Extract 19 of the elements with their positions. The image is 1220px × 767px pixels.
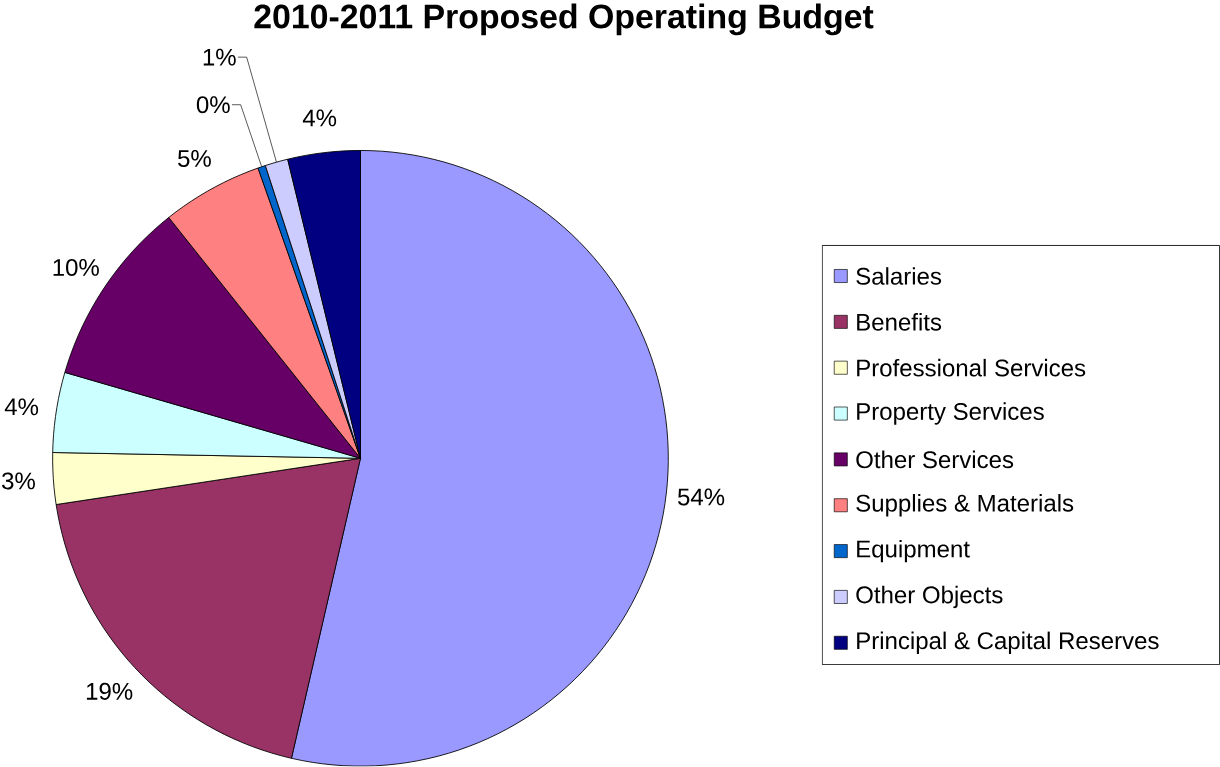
data-label: 4% [4, 398, 39, 416]
legend-label: Equipment [857, 540, 970, 563]
data-label: 3% [2, 472, 35, 490]
legend-label: Principal & Capital Reserves [857, 631, 1159, 655]
data-label: 0% [196, 96, 230, 114]
legend-label: Benefits [857, 313, 942, 331]
data-label: 4% [302, 109, 337, 127]
data-label: 19% [86, 683, 133, 701]
legend-label: Property Services [857, 402, 1044, 425]
data-label: 5% [178, 150, 211, 168]
chart-title: 2010-2011 Proposed Operating Budget [254, 3, 874, 36]
legend-label: Salaries [856, 267, 942, 286]
data-label: 1% [203, 48, 236, 66]
legend-label: Professional Services [857, 359, 1086, 377]
legend-label: Other Services [856, 450, 1014, 469]
data-label: 54% [677, 488, 725, 506]
legend-label: Other Objects [856, 585, 1003, 609]
legend-label: Supplies & Materials [856, 494, 1074, 517]
data-label: 10% [53, 259, 99, 277]
